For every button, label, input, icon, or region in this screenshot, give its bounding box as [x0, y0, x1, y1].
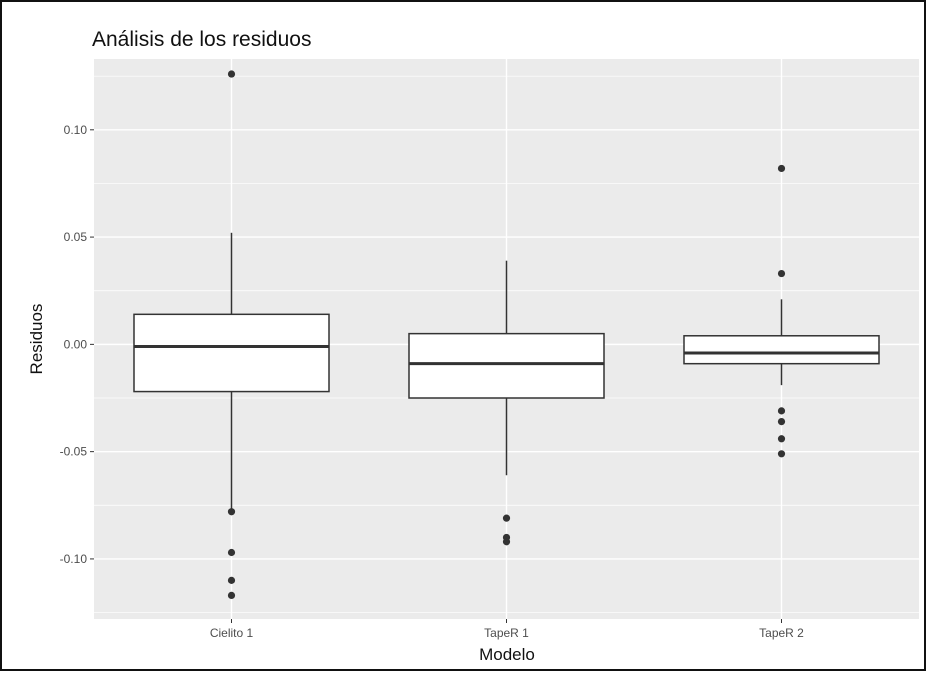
box-taper-1 — [408, 260, 605, 546]
outlier-point — [502, 514, 511, 522]
outlier-point — [502, 538, 511, 546]
y-axis-label: Residuos — [27, 304, 46, 375]
iqr-box — [133, 313, 330, 393]
y-tick-label: -0.10 — [60, 552, 88, 566]
outlier-point — [227, 508, 236, 516]
box-cielito-1 — [133, 70, 330, 599]
outlier-point — [777, 435, 786, 443]
outlier-point — [777, 418, 786, 426]
boxes-layer — [133, 70, 880, 599]
outlier-point — [777, 450, 786, 458]
outlier-point — [227, 548, 236, 557]
x-tick-label: Cielito 1 — [210, 626, 254, 640]
x-axis-label: Modelo — [479, 645, 535, 664]
y-axis: 0.10 0.05 0.00 -0.05 -0.10 — [60, 123, 94, 566]
outlier-point — [227, 576, 236, 584]
outlier-point — [777, 407, 786, 415]
chart-title: Análisis de los residuos — [92, 28, 311, 51]
x-axis: Cielito 1 TapeR 1 TapeR 2 — [210, 619, 804, 640]
iqr-box — [683, 335, 880, 365]
outlier-point — [227, 70, 236, 78]
y-tick-label: 0.10 — [64, 123, 88, 137]
outlier-point — [777, 269, 786, 278]
outlier-point — [227, 591, 236, 599]
x-tick-label: TapeR 2 — [759, 626, 804, 640]
iqr-box — [408, 332, 605, 399]
box-taper-2 — [683, 164, 880, 458]
x-tick-label: TapeR 1 — [484, 626, 529, 640]
y-tick-label: 0.00 — [64, 337, 88, 351]
y-tick-label: -0.05 — [60, 445, 88, 459]
outlier-point — [777, 164, 786, 173]
y-tick-label: 0.05 — [64, 230, 88, 244]
